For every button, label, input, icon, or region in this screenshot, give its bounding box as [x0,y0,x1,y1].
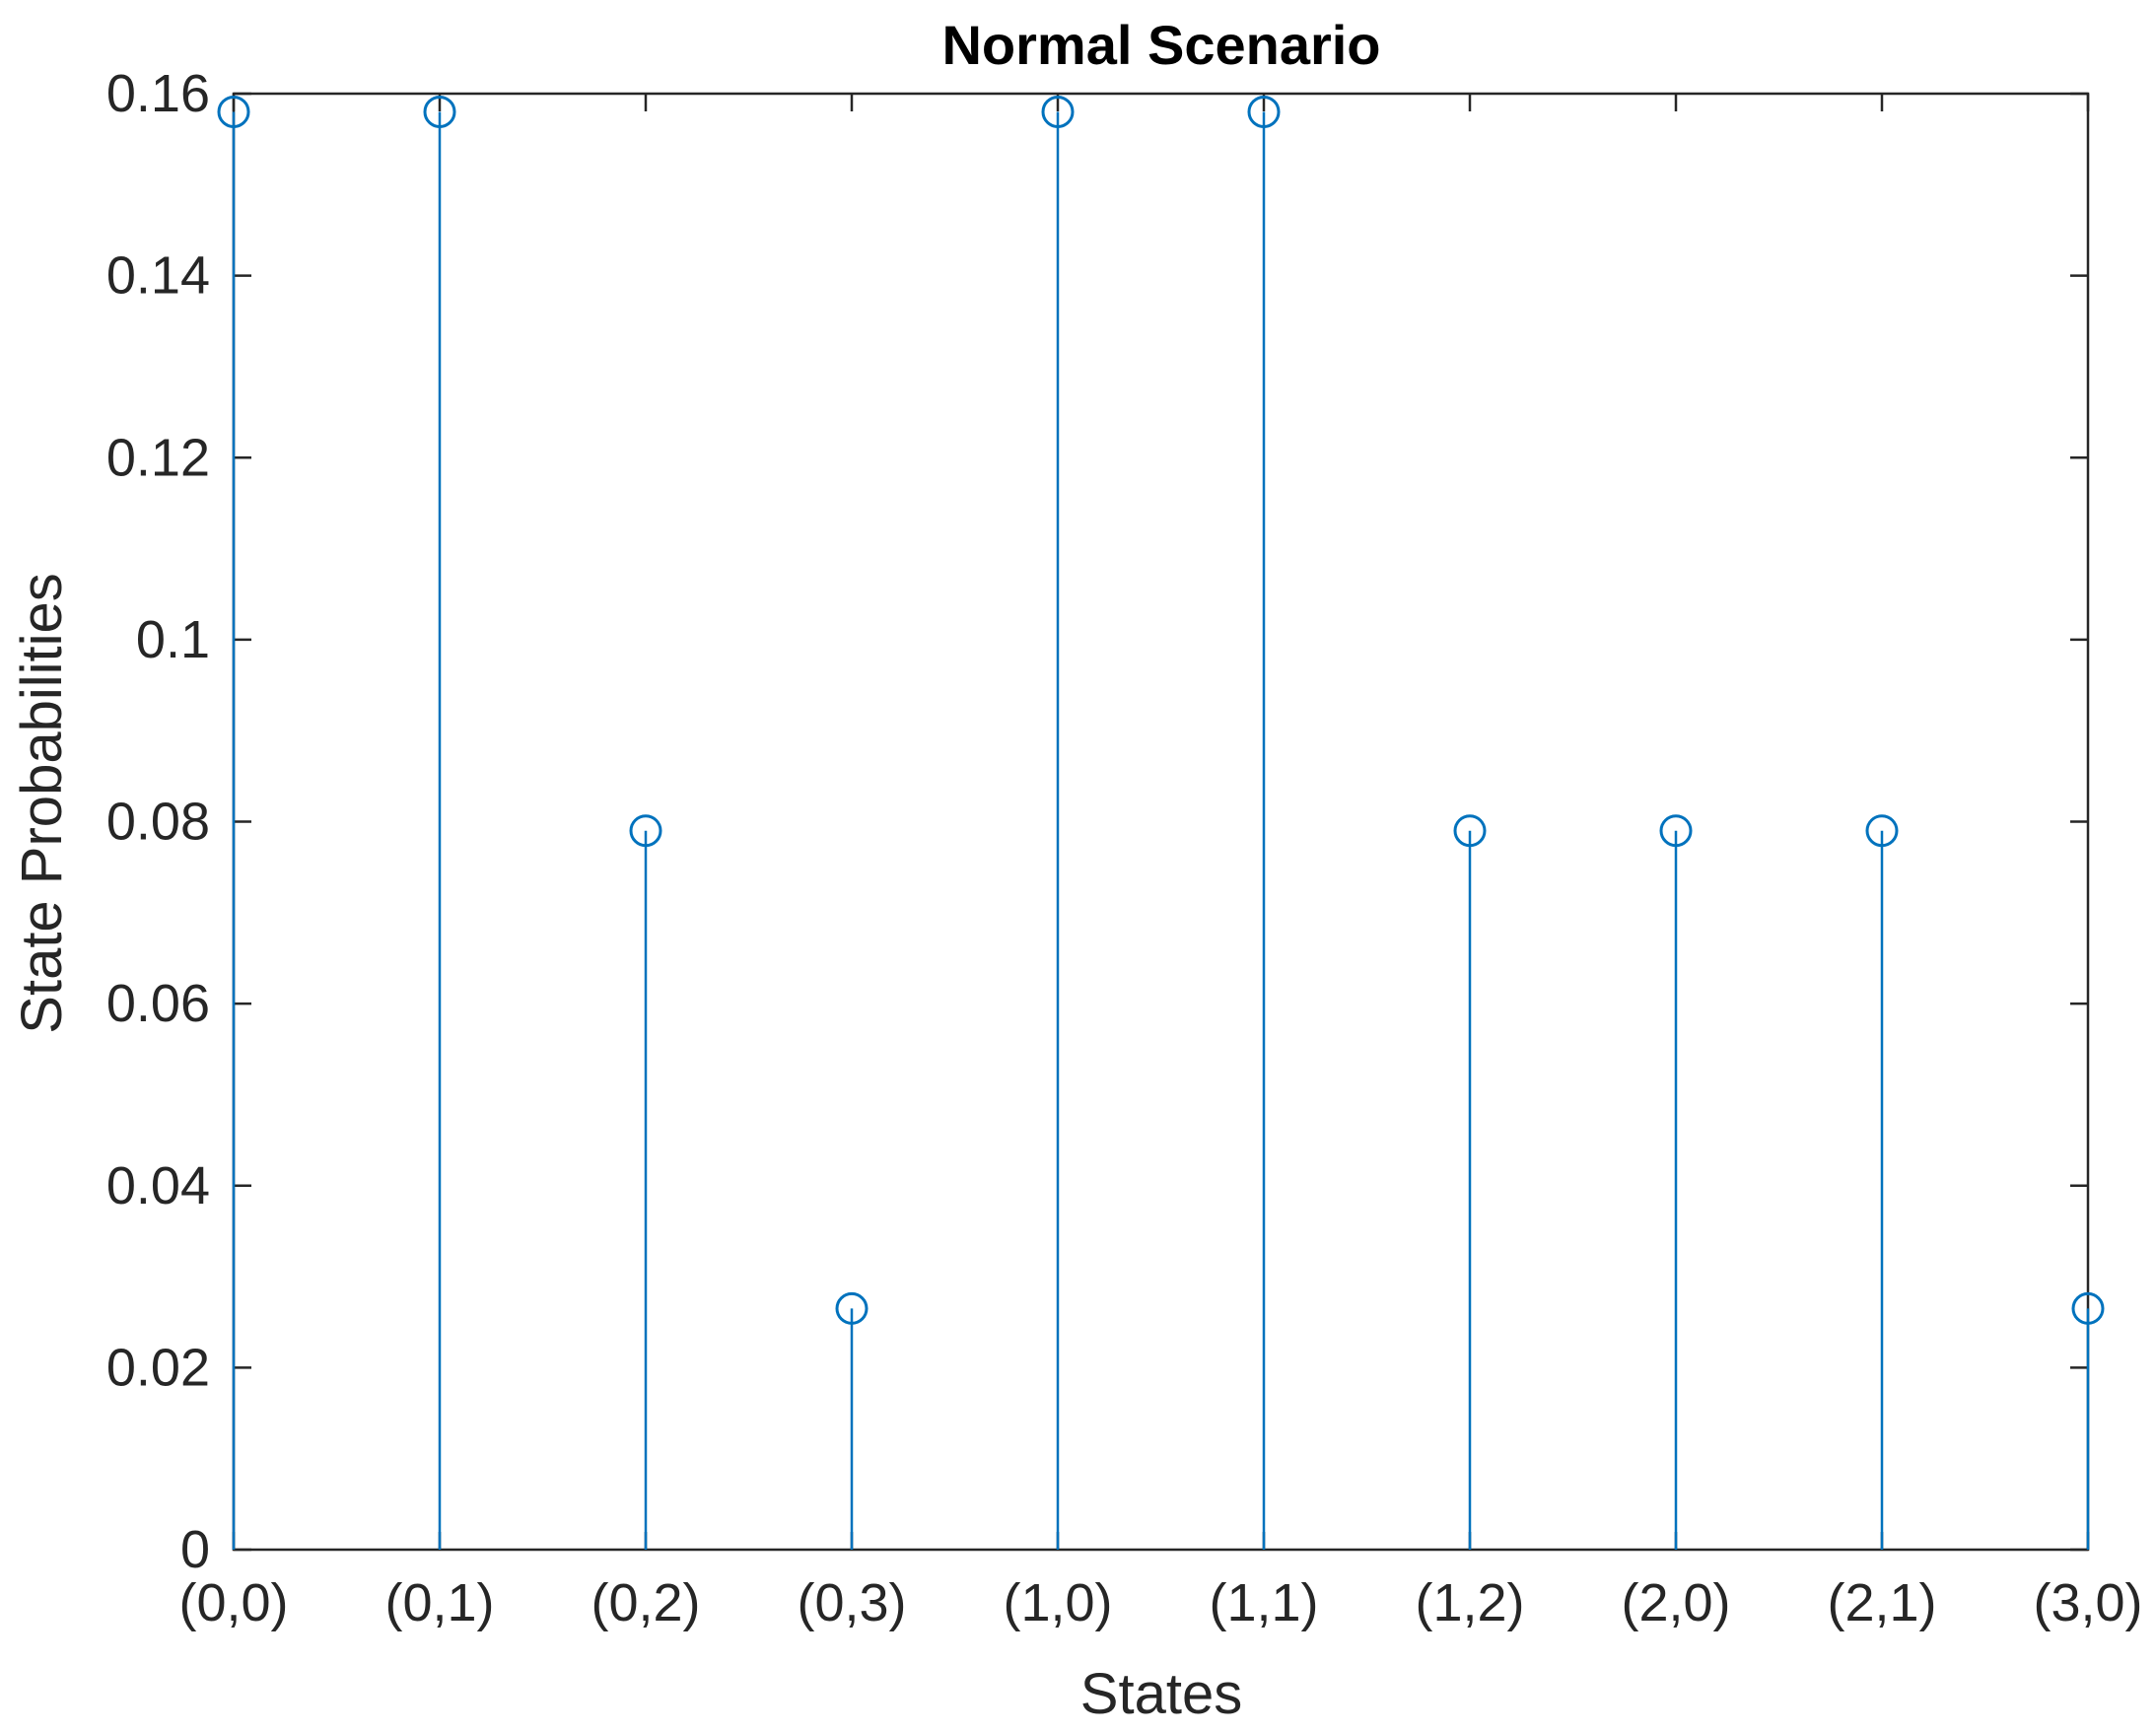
y-tick-labels: 0 0.02 0.04 0.06 0.08 0.1 0.12 0.14 0.16 [106,64,210,1579]
stem-marker [1865,814,1899,848]
x-tick-labels: (0,0) (0,1) (0,2) (0,3) (1,0) (1,1) (1,2) (2,0)… [178,1573,2142,1632]
y-tick-label: 0.14 [106,246,210,306]
y-axis-title: State Probabilities [10,573,74,1033]
x-tick-label: (1,0) [1003,1573,1112,1632]
stem-marker [1453,814,1487,848]
x-tick-label: (1,1) [1209,1573,1318,1632]
x-tick-label: (0,3) [797,1573,906,1632]
stem-marker [629,814,662,848]
y-tick-label: 0.12 [106,428,210,487]
y-tick-label: 0.06 [106,974,210,1033]
y-tick-label: 0.02 [106,1338,210,1397]
stem-marker [1041,95,1075,128]
y-tick-label: 0.08 [106,793,210,852]
stem-marker [835,1291,869,1325]
stems [217,95,2105,1550]
x-axis-title: States [1080,1662,1242,1726]
x-tick-label: (2,0) [1621,1573,1730,1632]
stem-marker [423,95,456,128]
x-tick-label: (0,2) [591,1573,700,1632]
stem-marker [1659,814,1693,848]
y-tick-label: 0 [180,1520,210,1579]
y-tick-label: 0.16 [106,64,210,123]
x-tick-label: (3,0) [2033,1573,2142,1632]
stem-marker [1247,95,1281,128]
y-tick-label: 0.04 [106,1156,210,1215]
stem-marker [2071,1291,2105,1325]
x-tick-label: (0,0) [178,1573,288,1632]
stem-marker [217,95,250,128]
x-tick-label: (1,2) [1415,1573,1524,1632]
chart-title: Normal Scenario [941,14,1380,76]
x-tick-label: (0,1) [384,1573,494,1632]
x-tick-label: (2,1) [1827,1573,1936,1632]
y-tick-label: 0.1 [136,610,210,669]
